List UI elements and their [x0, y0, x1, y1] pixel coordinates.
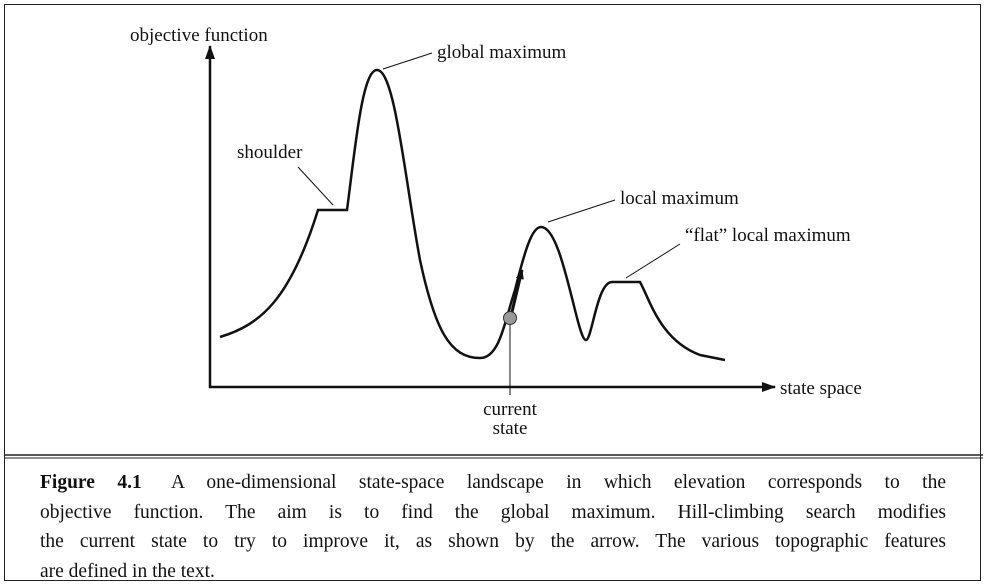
leader: [297, 166, 334, 206]
caption-line: are defined in the text.: [40, 560, 215, 582]
caption: Figure 4.1 A one-dimensional state-space…: [40, 468, 946, 586]
current-label: current: [483, 399, 538, 420]
figure-frame: [4, 4, 981, 581]
local-label: local maximum: [620, 188, 739, 209]
current-state-dot: [503, 311, 517, 325]
caption-text: A one-dimensional state-space landscape …: [170, 472, 946, 493]
caption-line: the current state to try to improve it, …: [40, 531, 946, 552]
climb-arrow: [509, 269, 524, 317]
shoulder-label: shoulder: [237, 142, 303, 163]
leader: [382, 52, 433, 70]
leader: [547, 199, 616, 223]
x-axis-label: state space: [780, 378, 862, 399]
caption-line: objective function. The aim is to find t…: [40, 501, 946, 523]
caption-line: Figure 4.1 A one-dimensional state-space…: [40, 468, 946, 498]
caption-label: Figure 4.1: [40, 472, 142, 493]
global-label: global maximum: [437, 42, 567, 63]
current-label: state: [493, 418, 528, 439]
landscape-curve: [219, 68, 726, 362]
flat-label: “flat” local maximum: [685, 225, 851, 246]
leader: [625, 243, 681, 279]
y-axis-label: objective function: [130, 25, 268, 46]
